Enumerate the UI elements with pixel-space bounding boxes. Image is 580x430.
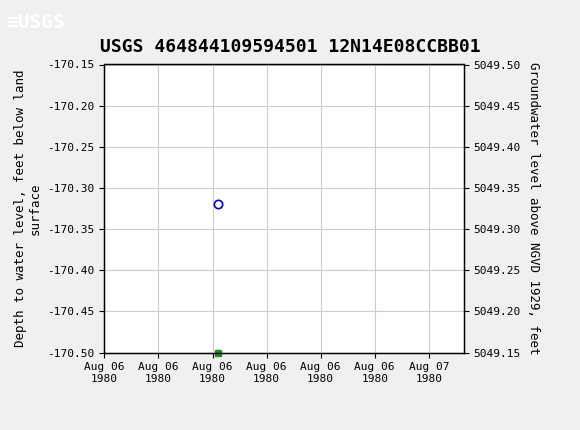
- Y-axis label: Depth to water level, feet below land
surface: Depth to water level, feet below land su…: [14, 70, 42, 347]
- Text: USGS 464844109594501 12N14E08CCBB01: USGS 464844109594501 12N14E08CCBB01: [100, 38, 480, 56]
- Text: ≡USGS: ≡USGS: [6, 13, 64, 32]
- Y-axis label: Groundwater level above NGVD 1929, feet: Groundwater level above NGVD 1929, feet: [527, 62, 539, 355]
